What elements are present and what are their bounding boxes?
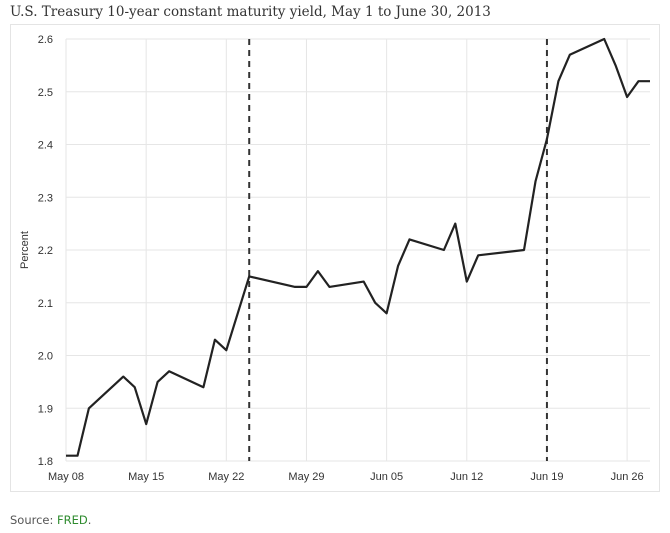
chart-title: U.S. Treasury 10-year constant maturity … bbox=[10, 4, 491, 20]
y-tick-label: 1.8 bbox=[38, 456, 53, 468]
y-axis-label: Percent bbox=[19, 231, 31, 269]
y-tick-label: 2.2 bbox=[38, 245, 53, 257]
y-tick-label: 2.3 bbox=[38, 192, 53, 204]
source-note: Source: FRED. bbox=[10, 513, 91, 527]
x-tick-label: Jun 12 bbox=[450, 471, 483, 483]
y-tick-label: 2.4 bbox=[38, 140, 53, 152]
x-tick-label: Jun 05 bbox=[370, 471, 403, 483]
series bbox=[66, 37, 650, 457]
y-tick-label: 2.0 bbox=[38, 351, 53, 363]
y-tick-label: 2.5 bbox=[38, 87, 53, 99]
y-axis: 1.8 1.9 2.0 2.1 2.2 2.3 2.4 2.5 2.6 bbox=[38, 34, 53, 468]
x-tick-label: May 15 bbox=[128, 471, 164, 483]
y-tick-label: 2.1 bbox=[38, 298, 53, 310]
source-suffix: . bbox=[87, 513, 92, 527]
x-tick-label: May 08 bbox=[48, 471, 84, 483]
y-tick-label: 1.9 bbox=[38, 403, 53, 415]
x-tick-label: May 22 bbox=[208, 471, 244, 483]
source-prefix: Source: bbox=[10, 513, 58, 527]
x-tick-label: Jun 26 bbox=[611, 471, 644, 483]
source-link[interactable]: FRED bbox=[57, 513, 88, 527]
event-lines bbox=[248, 39, 548, 461]
line-chart: 1.8 1.9 2.0 2.1 2.2 2.3 2.4 2.5 2.6 May 08 May 15… bbox=[19, 34, 650, 483]
chart-frame bbox=[10, 24, 660, 492]
grid bbox=[65, 38, 650, 462]
y-tick-label: 2.6 bbox=[38, 34, 53, 46]
x-axis: May 08 May 15 May 22 May 29 Jun 05 Jun 12 Jun … bbox=[48, 471, 644, 483]
x-tick-label: May 29 bbox=[288, 471, 324, 483]
x-tick-label: Jun 19 bbox=[530, 471, 563, 483]
yield-line bbox=[66, 37, 650, 457]
